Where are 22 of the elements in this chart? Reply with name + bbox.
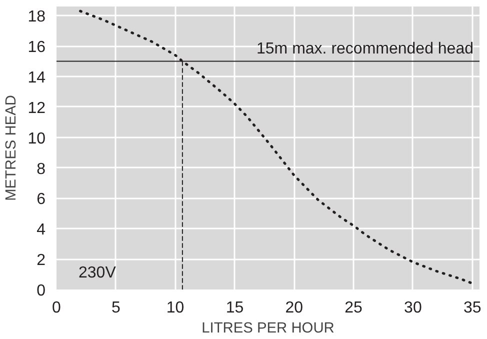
y-tick-label: 12: [28, 100, 46, 117]
y-tick-label: 0: [36, 282, 46, 300]
x-tick-label: 10: [166, 300, 184, 316]
y-tick-label: 16: [28, 39, 46, 56]
y-tick-label: 10: [28, 130, 46, 148]
y-axis-title: METRES HEAD: [4, 95, 20, 201]
x-tick-label: 0: [52, 300, 62, 316]
x-tick-label: 5: [111, 300, 120, 316]
y-tick-label: 8: [36, 160, 46, 178]
x-tick-label: 25: [344, 300, 363, 316]
y-tick-label: 4: [36, 222, 46, 239]
y-tick-label: 2: [36, 252, 46, 270]
y-tick-label: 18: [28, 8, 46, 26]
x-tick-label: 15: [226, 300, 244, 316]
x-tick-label: 30: [404, 300, 422, 316]
y-tick-label: 6: [36, 191, 46, 208]
x-tick-label: 35: [463, 300, 482, 316]
ref-line-label: 15m max. recommended head: [256, 40, 474, 58]
x-axis-title: LITRES PER HOUR: [202, 320, 334, 336]
y-tick-label: 14: [28, 69, 46, 86]
annotation: 230V: [78, 264, 116, 282]
x-tick-label: 20: [285, 300, 304, 316]
